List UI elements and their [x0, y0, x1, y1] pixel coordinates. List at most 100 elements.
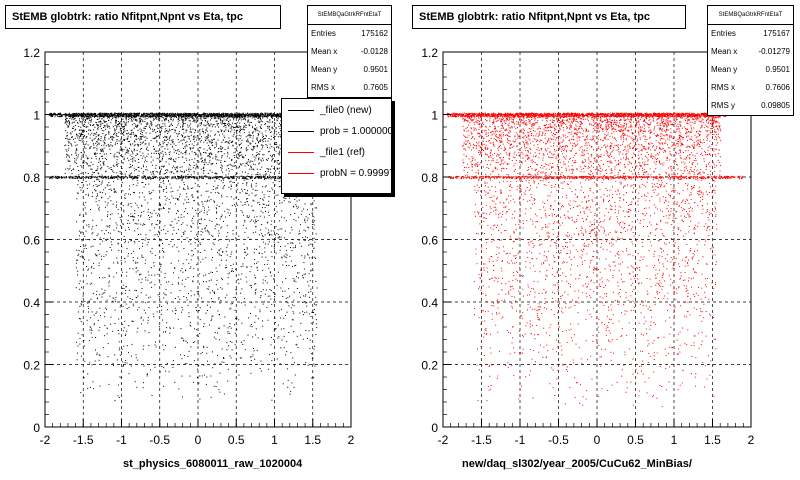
data-point: [70, 143, 72, 145]
data-point: [267, 171, 269, 173]
data-point: [244, 349, 246, 351]
data-point: [102, 177, 104, 179]
data-point: [180, 176, 182, 178]
data-point: [56, 114, 57, 116]
data-point: [135, 135, 137, 137]
data-point: [165, 115, 167, 116]
data-point: [229, 113, 231, 115]
data-point: [138, 158, 139, 160]
data-point: [142, 116, 144, 118]
data-point: [216, 113, 218, 115]
data-point: [223, 135, 225, 137]
data-point: [192, 167, 194, 169]
data-point: [271, 114, 273, 116]
data-point: [199, 186, 201, 188]
data-point: [249, 136, 251, 138]
data-point: [182, 126, 183, 128]
data-point: [94, 137, 96, 139]
data-point: [221, 113, 223, 115]
data-point: [136, 126, 137, 128]
data-point: [238, 166, 240, 168]
data-point: [204, 160, 206, 162]
data-point: [194, 178, 196, 180]
data-point: [243, 118, 245, 120]
data-point: [98, 112, 100, 114]
data-point: [182, 135, 184, 136]
data-point: [116, 127, 118, 129]
data-point: [271, 112, 273, 114]
data-point: [140, 131, 142, 132]
data-point: [280, 120, 282, 122]
data-point: [139, 119, 141, 121]
data-point: [246, 114, 247, 116]
data-point: [130, 177, 132, 179]
data-point: [223, 177, 225, 179]
data-point: [86, 163, 88, 165]
data-point: [150, 120, 152, 122]
data-point: [176, 114, 178, 116]
data-point: [104, 143, 106, 145]
data-point: [292, 278, 294, 280]
data-point: [141, 132, 143, 133]
data-point: [268, 200, 270, 202]
data-point: [265, 174, 267, 176]
data-point: [116, 115, 118, 117]
data-point: [255, 124, 256, 126]
data-point: [178, 122, 180, 124]
data-point: [99, 125, 101, 127]
data-point: [77, 176, 79, 178]
data-point: [234, 175, 236, 177]
data-point: [106, 125, 108, 127]
data-point: [68, 120, 70, 122]
data-point: [55, 176, 57, 178]
data-point: [205, 176, 207, 178]
data-point: [279, 122, 280, 124]
data-point: [181, 118, 183, 120]
data-point: [85, 155, 87, 157]
data-point: [258, 177, 260, 179]
data-point: [137, 257, 139, 259]
data-point: [186, 145, 188, 147]
data-point: [116, 114, 118, 116]
data-point: [257, 114, 259, 116]
data-point: [214, 114, 216, 116]
data-point: [207, 115, 208, 117]
data-point: [144, 139, 146, 141]
data-point: [119, 171, 121, 173]
data-point: [274, 139, 276, 141]
data-point: [52, 175, 54, 177]
data-point: [252, 132, 253, 134]
data-point: [110, 122, 112, 124]
data-point: [236, 172, 238, 174]
data-point: [159, 222, 161, 224]
data-point: [220, 148, 222, 150]
data-point: [141, 157, 143, 159]
data-point: [235, 122, 237, 124]
data-point: [61, 115, 63, 117]
data-point: [154, 113, 156, 115]
data-point: [214, 228, 216, 230]
data-point: [233, 129, 235, 131]
data-point: [249, 113, 251, 115]
data-point: [138, 161, 140, 163]
data-point: [116, 172, 118, 174]
data-point: [209, 219, 211, 221]
data-point: [196, 290, 198, 292]
data-point: [192, 128, 194, 130]
data-point: [191, 255, 193, 257]
data-point: [240, 119, 242, 121]
data-point: [175, 112, 176, 114]
data-point: [169, 114, 171, 116]
data-point: [104, 134, 106, 136]
data-point: [103, 176, 105, 178]
data-point: [251, 154, 253, 156]
data-point: [250, 135, 252, 136]
data-point: [230, 303, 232, 305]
data-point: [152, 114, 153, 116]
data-point: [173, 173, 175, 174]
data-point: [193, 135, 195, 137]
data-point: [100, 140, 102, 142]
data-point: [313, 363, 315, 365]
data-point: [182, 156, 184, 158]
data-point: [140, 115, 142, 117]
